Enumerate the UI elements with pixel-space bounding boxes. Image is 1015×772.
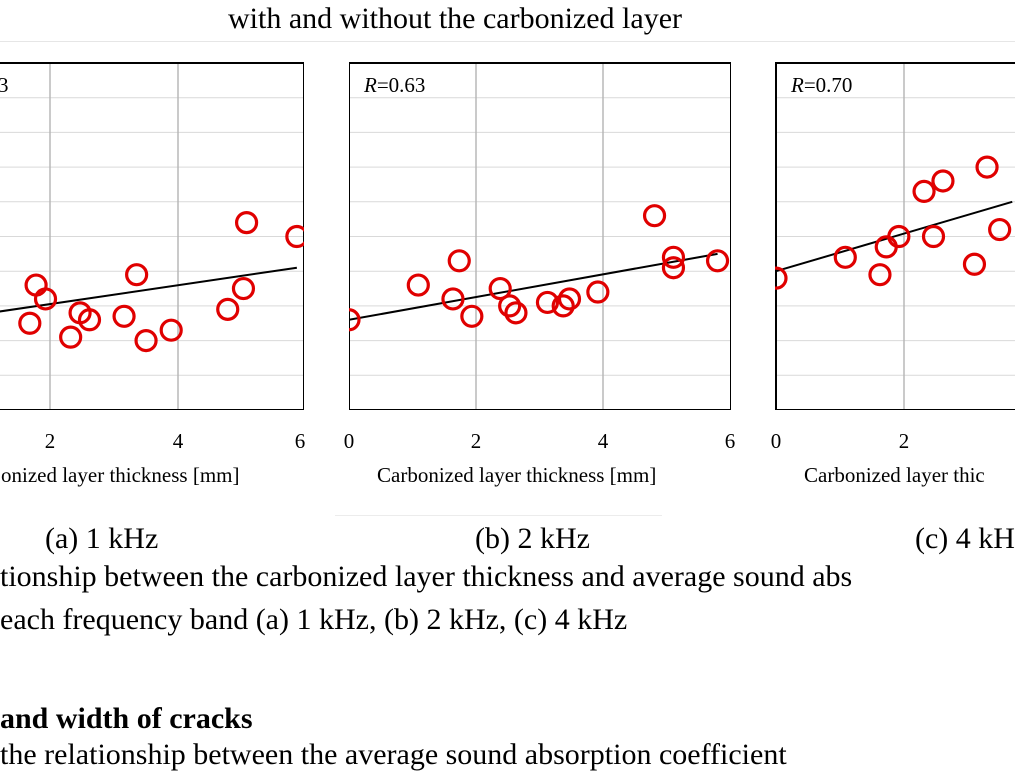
data-point [231, 276, 256, 301]
data-point [406, 273, 430, 297]
plot-frame [349, 62, 731, 410]
x-axis-label: onized layer thickness [mm] [1, 463, 240, 487]
data-point [833, 245, 857, 269]
trendline [775, 200, 1013, 273]
figure-top-caption: with and without the carbonized layer [228, 2, 683, 35]
data-point [125, 263, 149, 287]
figure-charts: 3 2 4 6 onized layer thickness [mm] R=0.63 0 2… [0, 62, 1015, 487]
data-point [285, 224, 304, 249]
data-point [887, 224, 911, 249]
data-point [504, 301, 528, 325]
data-point [77, 308, 102, 332]
data-point [661, 245, 686, 269]
plot-frame [775, 62, 1015, 410]
data-point [705, 249, 730, 273]
chart-b: R=0.63 0 2 4 6 Carbonized layer thickness [mm… [344, 62, 736, 487]
data-point [874, 235, 898, 259]
data-point [134, 329, 158, 353]
section-heading: and width of cracks [0, 702, 253, 735]
x-tick-label: 0 [344, 429, 355, 453]
top-divider [0, 41, 1015, 42]
subcaption-c: (c) 4 kHz [915, 522, 1015, 555]
data-point [551, 294, 575, 318]
trendline [349, 252, 718, 321]
x-tick-label: 2 [471, 429, 482, 453]
trendline [0, 266, 298, 313]
x-tick-label: 6 [725, 429, 736, 453]
x-tick-label: 0 [771, 429, 782, 453]
data-point [962, 252, 987, 276]
data-point [234, 211, 259, 235]
body-text: the relationship between the average sou… [0, 738, 787, 771]
data-point [349, 308, 361, 332]
data-point [535, 290, 560, 315]
data-point [33, 287, 58, 311]
data-point [18, 311, 42, 335]
x-axis-label: Carbonized layer thic [804, 463, 985, 487]
data-point [642, 204, 667, 228]
chart-a: 3 2 4 6 onized layer thickness [mm] [0, 62, 306, 487]
data-point [441, 287, 465, 311]
data-point [460, 304, 484, 328]
data-point [59, 325, 83, 349]
x-tick-label: 6 [295, 429, 306, 453]
data-point [498, 294, 522, 318]
data-point [447, 249, 471, 273]
chart-c: R=0.70 0 2 Carbonized layer thic [771, 62, 1015, 487]
data-point [868, 263, 892, 287]
x-tick-label: 2 [899, 429, 910, 453]
data-point [931, 169, 955, 193]
plot-area: R=0.63 [349, 62, 731, 410]
data-point [586, 280, 610, 304]
r-annotation: R=0.70 [790, 73, 852, 97]
x-tick-label: 4 [173, 429, 184, 453]
x-axis-label: Carbonized layer thickness [mm] [377, 463, 656, 487]
data-point [661, 256, 686, 280]
subcaption-b: (b) 2 kHz [475, 522, 590, 555]
plot-area: R=0.70 [775, 62, 1015, 410]
r-annotation: 3 [0, 73, 9, 97]
data-point [488, 276, 512, 301]
data-point [775, 266, 788, 290]
r-annotation: R=0.63 [363, 73, 425, 97]
data-point [216, 297, 240, 321]
data-point [24, 273, 48, 297]
data-point [975, 155, 999, 179]
figure-caption-line-1: tionship between the carbonized layer th… [0, 560, 853, 593]
figure-caption-line-2: each frequency band (a) 1 kHz, (b) 2 kHz… [0, 603, 628, 636]
data-point [921, 224, 946, 249]
data-point [988, 217, 1012, 242]
x-tick-label: 2 [45, 429, 56, 453]
plot-area: 3 [0, 62, 304, 410]
data-point [112, 304, 136, 328]
subcaption-divider [335, 515, 662, 516]
plot-frame [0, 62, 304, 410]
data-point [912, 179, 936, 203]
subcaption-a: (a) 1 kHz [45, 522, 159, 555]
data-point [159, 318, 183, 342]
x-tick-label: 4 [598, 429, 609, 453]
data-point [557, 287, 582, 311]
